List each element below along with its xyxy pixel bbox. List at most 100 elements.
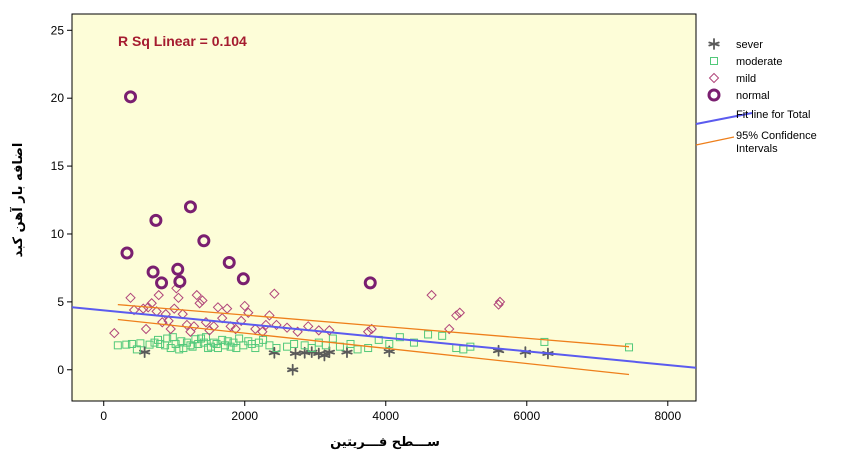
legend-label-normal: normal	[736, 90, 770, 102]
x-tick-label: 2000	[231, 409, 258, 423]
data-point-mild	[169, 303, 180, 314]
data-point-moderate	[229, 338, 238, 347]
data-point-moderate	[199, 338, 208, 347]
data-point-moderate	[221, 341, 230, 350]
data-point-mild	[212, 302, 224, 313]
data-point-mild	[109, 327, 120, 339]
data-point-normal	[146, 265, 160, 279]
legend-label-ci: 95% Confidence Intervals	[736, 130, 817, 155]
x-tick-label: 4000	[372, 409, 399, 423]
data-point-moderate	[218, 335, 227, 344]
data-point-moderate	[438, 331, 447, 340]
data-point-moderate	[226, 342, 235, 351]
data-point-mild	[236, 315, 247, 327]
data-point-normal	[120, 246, 134, 260]
data-point-mild	[313, 325, 324, 336]
data-point-moderate	[385, 339, 394, 348]
data-point-moderate	[191, 335, 200, 344]
data-point-mild	[257, 326, 268, 337]
legend-marker-fit-line	[695, 112, 753, 125]
data-point-mild	[451, 310, 462, 321]
data-point-mild	[181, 319, 193, 331]
data-point-moderate	[201, 333, 210, 342]
fit-line-total	[71, 306, 697, 369]
data-point-moderate	[145, 340, 154, 349]
y-tick-label: 5	[57, 295, 64, 309]
data-point-mild	[426, 289, 437, 301]
data-point-mild	[191, 289, 203, 301]
data-point-moderate	[625, 343, 634, 352]
data-point-mild	[271, 319, 282, 331]
y-tick-label: 25	[51, 23, 65, 37]
data-point-moderate	[163, 334, 172, 343]
legend: sever moderate mild normal Fit line for Tota…	[695, 38, 817, 155]
legend-label-sever: sever	[736, 39, 763, 51]
data-point-mild	[165, 323, 176, 335]
x-tick-label: 6000	[513, 409, 540, 423]
data-point-moderate	[209, 338, 218, 347]
data-point-moderate	[540, 337, 549, 346]
data-point-moderate	[290, 339, 299, 348]
data-point-normal	[124, 90, 138, 104]
legend-marker-ci	[695, 136, 735, 146]
data-point-mild	[239, 300, 250, 312]
y-axis-title: اضافه بار آهن كبد	[9, 143, 26, 258]
data-point-mild	[444, 323, 455, 335]
data-point-mild	[260, 319, 272, 331]
data-point-sever	[289, 347, 302, 360]
data-point-moderate	[235, 334, 244, 343]
data-point-mild	[153, 289, 164, 301]
data-point-moderate	[307, 344, 316, 353]
data-point-mild	[140, 323, 152, 335]
data-point-mild	[281, 322, 293, 333]
data-point-mild	[493, 299, 504, 310]
confidence-interval-lower	[117, 318, 630, 376]
chart-marks	[71, 90, 697, 376]
data-point-mild	[142, 302, 154, 313]
data-point-moderate	[127, 339, 136, 348]
data-point-mild	[197, 295, 208, 306]
plot-area	[71, 13, 697, 402]
data-point-normal	[222, 255, 236, 269]
r-squared-annotation: R Sq Linear = 0.104	[118, 33, 247, 49]
data-point-moderate	[175, 345, 184, 354]
data-point-moderate	[154, 335, 163, 344]
data-point-moderate	[197, 334, 206, 343]
data-point-mild	[264, 310, 275, 321]
data-point-normal	[173, 275, 187, 289]
data-point-mild	[230, 323, 241, 335]
data-point-mild	[128, 304, 140, 316]
data-point-moderate	[223, 337, 232, 346]
data-point-moderate	[212, 339, 221, 348]
data-point-mild	[454, 307, 466, 318]
data-point-mild	[366, 323, 377, 335]
legend-label-moderate: moderate	[736, 56, 782, 68]
data-point-mild	[188, 321, 200, 332]
legend-label-fit-line: Fit line for Total	[736, 109, 810, 121]
data-point-normal	[197, 234, 211, 248]
data-point-mild	[324, 325, 335, 336]
data-point-normal	[183, 200, 197, 214]
data-point-moderate	[364, 344, 373, 353]
data-point-normal	[171, 262, 185, 276]
y-tick-label: 0	[57, 363, 64, 377]
data-point-moderate	[113, 341, 122, 350]
data-point-mild	[208, 321, 219, 332]
data-point-mild	[194, 298, 205, 309]
legend-marker-normal	[707, 88, 721, 102]
confidence-interval-upper	[117, 303, 630, 348]
data-point-moderate	[424, 330, 433, 339]
data-point-moderate	[204, 344, 213, 353]
legend-marker-moderate	[710, 57, 718, 65]
data-point-mild	[243, 307, 254, 318]
y-tick-label: 10	[51, 227, 65, 241]
data-point-normal	[363, 276, 377, 290]
data-point-sever	[341, 346, 353, 359]
y-tick-label: 15	[51, 159, 65, 173]
data-point-sever	[287, 363, 299, 376]
data-point-moderate	[259, 335, 268, 344]
axes: 0 2000 4000 6000 8000 0 5 10 15 20 25	[51, 23, 682, 423]
data-point-sever	[318, 349, 331, 362]
data-point-moderate	[409, 338, 418, 347]
